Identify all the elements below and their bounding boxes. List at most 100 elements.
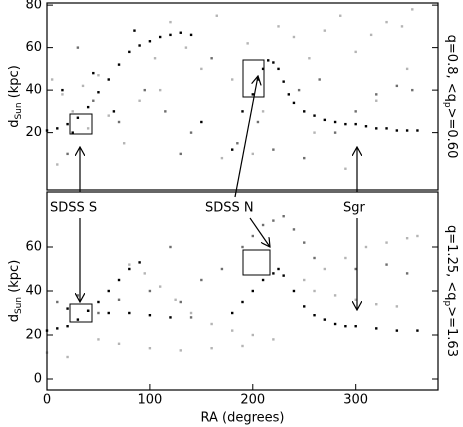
label-part: >=0.60 (445, 108, 460, 159)
point (395, 329, 399, 332)
point (92, 99, 95, 102)
label-part: (kpc) (7, 260, 22, 297)
sdss-n-box (242, 249, 271, 276)
point (169, 20, 172, 24)
point (277, 25, 280, 28)
point (158, 88, 162, 92)
point (241, 344, 244, 348)
point (272, 219, 275, 222)
point (333, 131, 337, 134)
point (236, 142, 239, 145)
point (189, 316, 193, 319)
point (210, 322, 213, 326)
point (411, 88, 414, 92)
axes: 20 40 60 80 dSun (kpc) q=0.8, <qp>=0.60 (7, 0, 460, 191)
point (308, 57, 311, 60)
x-tick-label: 300 (343, 393, 368, 408)
side-label: q=1.25, <qp>=1.63 (443, 225, 460, 357)
point (200, 120, 203, 124)
point (354, 325, 357, 328)
point (333, 322, 337, 326)
point (133, 29, 136, 32)
point (200, 278, 203, 282)
point (76, 46, 80, 49)
point (292, 35, 296, 39)
point (169, 316, 172, 319)
point (339, 14, 342, 17)
point (272, 338, 275, 341)
point (251, 152, 254, 156)
y-tick-label: 20 (25, 328, 42, 343)
x-tick-label: 200 (240, 393, 265, 408)
point (117, 342, 121, 345)
point (231, 311, 234, 315)
point (128, 50, 131, 54)
point (282, 274, 285, 277)
y-tick-label: 60 (25, 40, 42, 55)
point (375, 327, 378, 330)
label-part: d (7, 314, 22, 322)
label-part: (kpc) (7, 65, 22, 102)
point (112, 110, 116, 113)
point (148, 40, 152, 43)
point (297, 88, 301, 92)
point (405, 237, 409, 240)
point (97, 311, 100, 315)
point (122, 142, 126, 145)
point (313, 131, 316, 134)
point (97, 300, 100, 304)
point (256, 120, 260, 124)
point (241, 110, 244, 113)
point (179, 31, 182, 34)
sdss-s-box (69, 113, 93, 135)
y-tick-label: 80 (25, 0, 42, 13)
point (164, 110, 167, 113)
x-tick-label: 100 (137, 393, 162, 408)
point (220, 267, 224, 271)
point (395, 84, 399, 88)
point (251, 93, 254, 96)
point (313, 314, 316, 317)
point (282, 80, 285, 83)
point (128, 267, 131, 271)
y-tick-label: 20 (25, 125, 42, 140)
point (395, 305, 399, 308)
point (138, 261, 141, 264)
point (313, 289, 316, 293)
point (97, 338, 100, 341)
point (375, 127, 378, 130)
point (333, 294, 337, 297)
point (323, 318, 327, 321)
point (313, 256, 316, 260)
annotation: SDSS S (50, 201, 97, 216)
point (138, 99, 141, 102)
point (56, 300, 59, 304)
point (66, 355, 69, 359)
point (395, 129, 399, 132)
point (267, 59, 270, 62)
point (385, 263, 388, 266)
point (107, 289, 110, 293)
point (354, 122, 357, 126)
point (323, 29, 327, 32)
point (76, 318, 80, 321)
point (344, 122, 347, 126)
point (246, 42, 249, 45)
point (92, 71, 95, 75)
point (231, 148, 234, 151)
point (375, 93, 378, 96)
point (71, 131, 74, 134)
point (117, 278, 121, 282)
point (179, 300, 182, 304)
point (344, 167, 347, 170)
y-tick-label: 0 (34, 372, 42, 387)
point (313, 114, 316, 117)
frame (46, 2, 439, 191)
point (385, 127, 388, 130)
point (364, 125, 368, 128)
point (107, 311, 110, 315)
point (210, 57, 213, 60)
point (385, 20, 388, 24)
point (184, 46, 188, 49)
